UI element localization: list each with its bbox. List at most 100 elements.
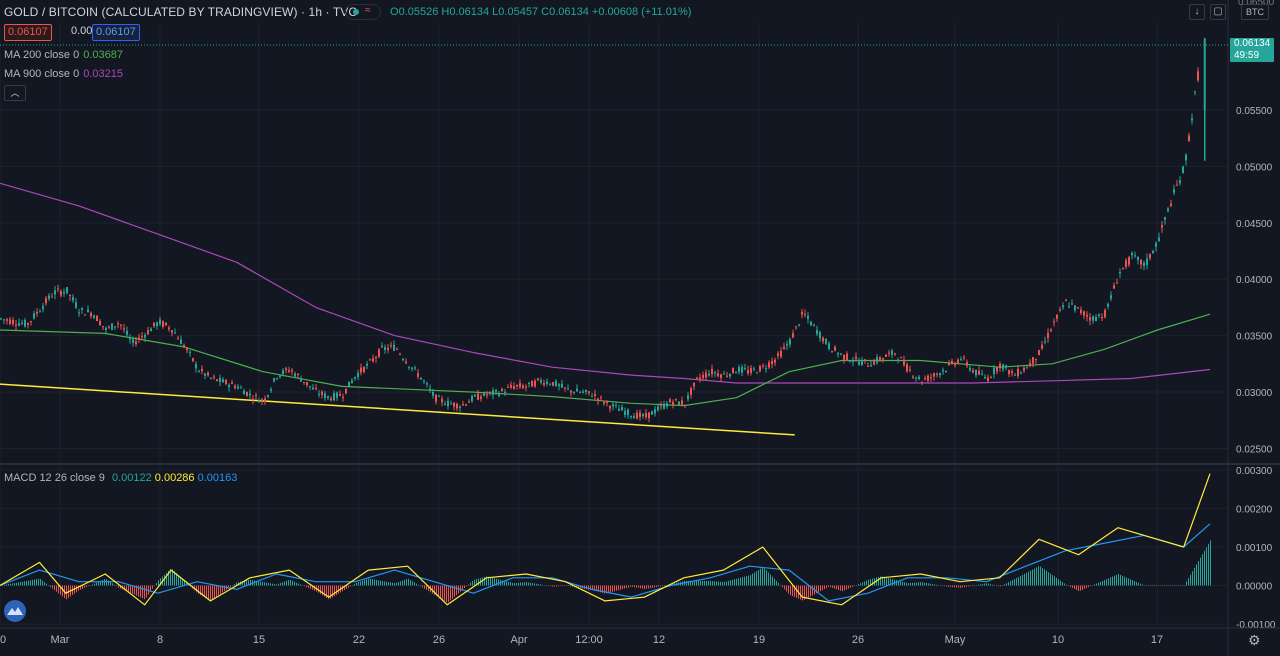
candle-body [1026, 367, 1028, 369]
candle-body [324, 393, 326, 399]
macd-hist-bar [988, 583, 989, 586]
macd-hist-bar [246, 580, 247, 586]
macd-hist-bar [954, 585, 955, 588]
candle-body [375, 357, 377, 359]
candle-body [1038, 350, 1040, 356]
macd-hist-bar [1186, 581, 1187, 586]
buy-button[interactable]: 0.06107 [92, 24, 140, 41]
macd-hist-bar [96, 582, 97, 586]
y-tick-label: 0.03500 [1236, 332, 1273, 343]
macd-hist-bar [168, 570, 169, 586]
macd-legend[interactable]: MACD 12 26 close 9 0.00122 0.00286 0.001… [4, 472, 237, 484]
macd-hist-bar [1158, 585, 1159, 587]
candle-body [522, 385, 524, 389]
candle-body [1191, 118, 1193, 121]
candle-body [1203, 38, 1206, 110]
candle-body [960, 359, 962, 361]
arrow-down-icon[interactable]: ↓ [1189, 4, 1205, 20]
macd-hist-bar [890, 578, 891, 586]
candle-body [414, 367, 416, 369]
candle-body [213, 376, 215, 378]
candle-body [111, 323, 113, 330]
macd-hist-bar [836, 585, 837, 590]
candle-body [333, 393, 335, 401]
market-status[interactable]: ≈ [345, 4, 381, 20]
macd-hist-bar [824, 585, 825, 590]
gear-icon[interactable]: ⚙ [1248, 632, 1261, 648]
candle-body [351, 380, 353, 384]
collapse-legend-button[interactable]: ︿ [4, 85, 26, 101]
macd-hist-bar [84, 585, 85, 588]
sell-button[interactable]: 0.06107 [4, 24, 52, 41]
macd-hist-bar [806, 585, 807, 599]
maximize-icon[interactable]: ▢ [1210, 4, 1226, 20]
x-tick-label: 22 [353, 634, 365, 646]
macd-hist-bar [832, 585, 833, 588]
ma200-legend[interactable]: MA 200 close 0 0.03687 [4, 49, 123, 61]
candle-body [630, 416, 632, 418]
candle-body [1047, 332, 1049, 339]
macd-hist-bar [588, 585, 589, 590]
macd-hist-bar [346, 585, 347, 589]
candle-body [732, 367, 734, 374]
macd-hist-bar [956, 585, 957, 588]
candle-body [12, 319, 14, 325]
macd-hist-bar [524, 582, 525, 586]
candle-body [237, 386, 239, 389]
candle-body [636, 412, 638, 419]
candle-body [435, 394, 437, 402]
macd-hist-bar [594, 585, 595, 591]
macd-hist-bar [204, 585, 205, 598]
tradingview-logo[interactable] [4, 600, 26, 622]
candle-body [942, 370, 944, 372]
macd-hist-bar [422, 585, 423, 588]
macd-hist-bar [826, 585, 827, 589]
macd-hist-bar [620, 585, 621, 590]
candle-body [0, 318, 2, 320]
macd-hist-bar [948, 585, 949, 587]
macd-hist-bar [1050, 573, 1051, 586]
macd-hist-bar [1160, 585, 1161, 587]
macd-hist-bar [478, 578, 479, 586]
macd-hist-bar [322, 585, 323, 596]
candle-body [972, 370, 974, 373]
candle-body [927, 375, 929, 381]
candle-body [771, 361, 773, 364]
macd-hist-bar [300, 584, 301, 586]
macd-hist-bar [1044, 569, 1045, 586]
macd-hist-bar [338, 585, 339, 594]
macd-hist-bar [336, 585, 337, 595]
candle-body [144, 334, 146, 338]
macd-hist-bar [392, 582, 393, 586]
ma900-legend[interactable]: MA 900 close 0 0.03215 [4, 68, 123, 80]
macd-hist-bar [258, 581, 259, 586]
candle-body [405, 361, 407, 364]
macd-hist-bar [812, 585, 813, 596]
candle-body [702, 375, 704, 378]
macd-hist-bar [1176, 585, 1177, 587]
macd-hist-bar [140, 585, 141, 598]
candle-body [651, 411, 653, 415]
x-tick-label: May [945, 634, 966, 646]
macd-hist-bar [1002, 585, 1003, 586]
macd-hist-bar [608, 585, 609, 593]
macd-hist-bar [854, 585, 855, 587]
candle-body [120, 324, 122, 326]
macd-hist-bar [838, 585, 839, 590]
macd-hist-bar [740, 577, 741, 586]
symbol-title[interactable]: GOLD / BITCOIN (CALCULATED BY TRADINGVIE… [4, 5, 358, 19]
macd-hist-bar [158, 580, 159, 586]
macd-hist-bar [720, 581, 721, 586]
currency-button[interactable]: BTC [1241, 4, 1269, 20]
macd-hist-bar [942, 585, 943, 587]
macd-hist-bar [918, 582, 919, 586]
macd-hist-bar [746, 576, 747, 586]
candle-body [945, 370, 947, 372]
macd-hist-bar [1184, 584, 1185, 586]
macd-hist-bar [592, 585, 593, 591]
candle-body [918, 376, 920, 380]
macd-hist-bar [808, 585, 809, 598]
candle-body [924, 378, 926, 380]
candle-body [36, 311, 38, 314]
